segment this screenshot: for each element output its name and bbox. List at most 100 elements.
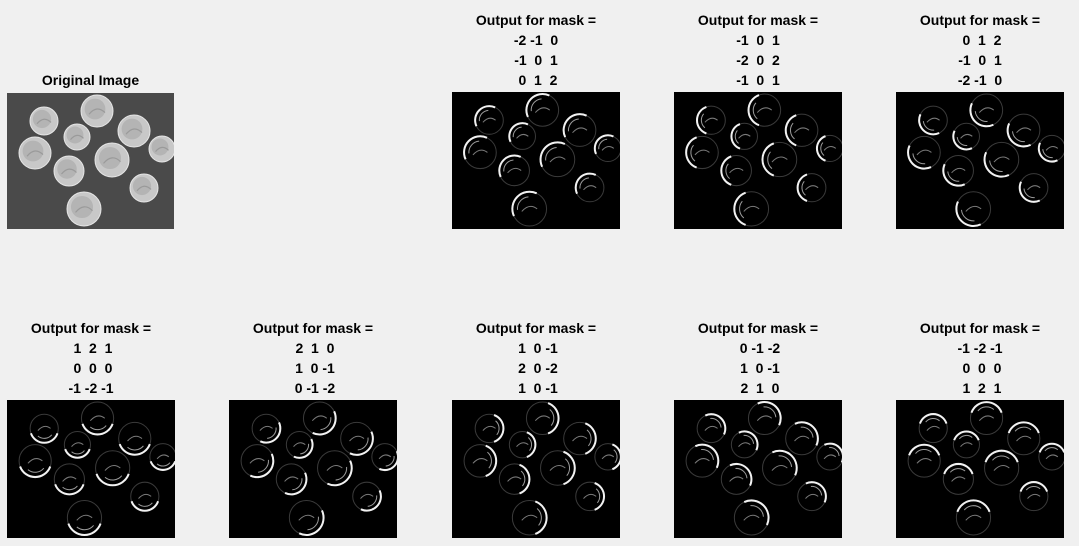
coin-edge xyxy=(474,105,504,135)
coin-edge xyxy=(29,413,59,444)
coin xyxy=(63,123,91,151)
coin xyxy=(29,106,59,136)
coin-edge xyxy=(317,450,353,487)
coin-edge xyxy=(53,463,85,496)
coin xyxy=(18,136,52,170)
coin-edge xyxy=(720,462,753,495)
mask-title: Output for mask = -2 -1 0 -1 0 1 0 1 2 xyxy=(475,12,597,88)
edge-output-image xyxy=(229,400,397,538)
coin-edge xyxy=(918,105,948,136)
coin xyxy=(117,114,151,148)
coin xyxy=(53,155,85,187)
coin-edge xyxy=(302,401,337,436)
coin-edge xyxy=(785,421,819,456)
coin-edge xyxy=(720,154,752,187)
coin-edge xyxy=(730,430,759,459)
coin-edge xyxy=(761,141,798,178)
coin-edge xyxy=(562,113,597,147)
coin-edge xyxy=(797,481,827,512)
coin-edge xyxy=(816,442,842,471)
mask-title: Output for mask = 0 -1 -2 1 0 -1 2 1 0 xyxy=(697,320,819,396)
coin-edge xyxy=(594,443,620,471)
coin-edge xyxy=(95,450,131,487)
coin-edge xyxy=(952,430,980,459)
coin-edge xyxy=(18,444,52,479)
output-panel-bottom-5: Output for mask = -1 -2 -1 0 0 0 1 2 1 xyxy=(896,318,1064,538)
coin-edge xyxy=(1019,481,1049,512)
coin-edge xyxy=(511,499,548,536)
output-panel-top-3: Output for mask = 0 1 2 -1 0 1 -2 -1 0 xyxy=(896,10,1064,230)
coin-edge xyxy=(816,134,842,163)
coin-edge xyxy=(540,450,576,486)
coin-edge xyxy=(463,444,498,478)
coin-edge xyxy=(747,93,782,127)
output-panel-top-1: Output for mask = -2 -1 0 -1 0 1 0 1 2 xyxy=(452,10,620,230)
coin xyxy=(129,173,159,203)
coin-edge xyxy=(696,105,726,135)
coin-edge xyxy=(796,173,827,203)
coin-edge xyxy=(340,421,374,456)
output-panel-bottom-1: Output for mask = 1 2 1 0 0 0 -1 -2 -1 xyxy=(7,318,175,538)
edge-output-image xyxy=(896,400,1064,538)
coin-edge xyxy=(511,190,548,227)
mask-title: Output for mask = 2 1 0 1 0 -1 0 -1 -2 xyxy=(252,320,374,396)
coin-edge xyxy=(1038,442,1064,471)
original-image-panel: Original Image xyxy=(7,70,174,230)
coin-edge xyxy=(593,134,620,163)
coin xyxy=(94,142,130,178)
coin-edge xyxy=(66,499,103,536)
coin-edge xyxy=(63,430,91,459)
coin-edge xyxy=(563,421,597,456)
coin-edge xyxy=(969,93,1004,128)
coin-edge xyxy=(942,154,974,187)
coin-edge xyxy=(1006,113,1041,148)
coin-edge xyxy=(149,443,175,471)
coin-edge xyxy=(474,413,505,444)
edge-output-image xyxy=(674,92,842,229)
output-panel-bottom-4: Output for mask = 0 -1 -2 1 0 -1 2 1 0 xyxy=(674,318,842,538)
coin-edge xyxy=(285,430,314,459)
coin-edge xyxy=(696,413,727,444)
coin-edge xyxy=(508,430,537,459)
coin-edge xyxy=(463,135,497,170)
coin-edge xyxy=(969,401,1004,436)
coin-edge xyxy=(918,413,948,444)
coin-edge xyxy=(525,92,560,127)
coin-edge xyxy=(685,443,720,478)
coin xyxy=(148,135,174,163)
edge-output-image xyxy=(7,400,175,538)
coin-edge xyxy=(1018,173,1049,203)
output-panel-bottom-3: Output for mask = 1 0 -1 2 0 -2 1 0 -1 xyxy=(452,318,620,538)
original-image-title: Original Image xyxy=(41,72,140,88)
coin-edge xyxy=(574,172,605,203)
edge-output-image xyxy=(452,92,620,229)
coin-edge xyxy=(288,499,325,536)
coin xyxy=(80,94,114,128)
coin-edge xyxy=(733,191,770,227)
coin-edge xyxy=(983,141,1020,178)
original-coins-image xyxy=(7,93,174,229)
coin-edge xyxy=(130,481,160,512)
coin-edge xyxy=(747,400,782,436)
coin-edge xyxy=(240,444,275,479)
mask-title: Output for mask = 1 2 1 0 0 0 -1 -2 -1 xyxy=(30,320,152,396)
coin-edge xyxy=(685,135,719,170)
coin-edge xyxy=(575,481,606,512)
edge-output-image xyxy=(452,400,620,538)
coin-edge xyxy=(251,413,282,444)
coin-edge xyxy=(952,122,980,151)
mask-title: Output for mask = -1 -2 -1 0 0 0 1 2 1 xyxy=(919,320,1041,396)
coin-edge xyxy=(762,449,798,486)
edge-output-image xyxy=(674,400,842,538)
coin-edge xyxy=(80,401,115,436)
output-panel-bottom-2: Output for mask = 2 1 0 1 0 -1 0 -1 -2 xyxy=(229,318,397,538)
coin-edge xyxy=(907,443,941,478)
coin-edge xyxy=(498,154,530,187)
coin-edge xyxy=(371,443,397,472)
coin xyxy=(66,191,102,227)
mask-title: Output for mask = -1 0 1 -2 0 2 -1 0 1 xyxy=(697,12,819,88)
coin-edge xyxy=(942,462,974,495)
coin-edge xyxy=(1037,134,1064,163)
mask-title: Output for mask = 0 1 2 -1 0 1 -2 -1 0 xyxy=(919,12,1041,88)
mask-title: Output for mask = 1 0 -1 2 0 -2 1 0 -1 xyxy=(475,320,597,396)
